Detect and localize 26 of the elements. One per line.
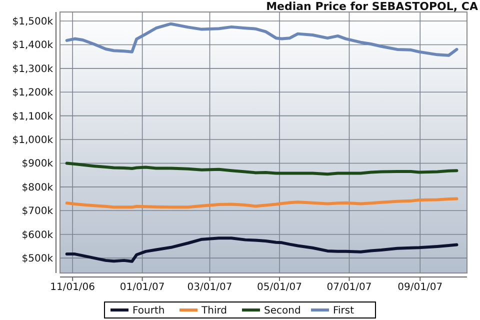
- line-series: [65, 236, 458, 263]
- y-tick-label: $1,400k: [12, 40, 54, 52]
- x-tick-label: 09/01/07: [398, 282, 443, 293]
- y-tick-label: $900k: [22, 158, 54, 170]
- y-tick-label: $700k: [22, 206, 54, 218]
- y-tick-label: $500k: [22, 254, 54, 265]
- legend-label: Fourth: [132, 306, 165, 316]
- y-tick-label: $1,300k: [12, 64, 54, 75]
- line-series: [65, 197, 458, 209]
- chart-title: Median Price for SEBASTOPOL, CA: [266, 0, 478, 13]
- legend-label: Second: [264, 306, 301, 316]
- legend-label: Third: [200, 306, 228, 316]
- line-series: [65, 162, 458, 176]
- y-tick-label: $1,200k: [12, 88, 54, 99]
- x-tick-label: 01/01/07: [120, 282, 165, 293]
- y-tick-label: $800k: [22, 182, 54, 194]
- legend-label: First: [333, 306, 354, 316]
- line-series: [65, 22, 458, 57]
- y-tick-label: $600k: [22, 230, 54, 241]
- x-tick-label: 05/01/07: [257, 282, 302, 293]
- y-tick-label: $1,000k: [12, 135, 54, 146]
- y-tick-label: $1,500k: [12, 16, 54, 28]
- x-tick-label: 11/01/06: [50, 282, 96, 293]
- y-tick-label: $1,100k: [12, 111, 54, 122]
- x-tick-label: 07/01/07: [326, 282, 372, 293]
- x-tick-label: 03/01/07: [187, 282, 232, 293]
